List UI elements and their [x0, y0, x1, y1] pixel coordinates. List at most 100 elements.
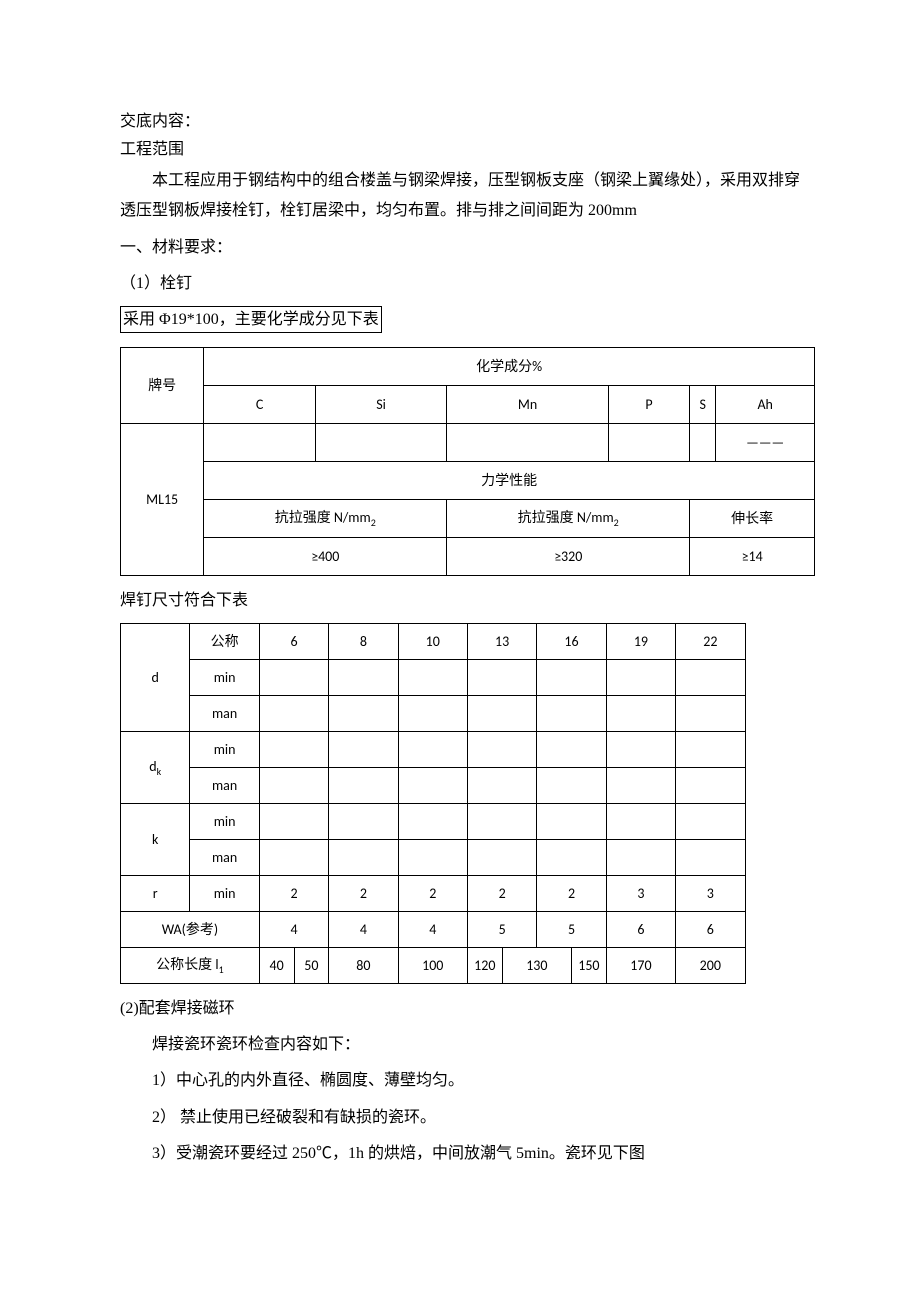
t1-chem-header: 化学成分% [204, 348, 815, 386]
t2-label-min: min [190, 803, 259, 839]
t2-label-min: min [190, 731, 259, 767]
t2-empty-cell [606, 695, 675, 731]
item-2-p3: 2） 禁止使用已经破裂和有缺损的瓷环。 [120, 1103, 815, 1133]
t2-len-val: 40 [259, 947, 294, 983]
t2-empty-cell [259, 731, 328, 767]
t1-mech-col-2: 抗拉强度 N/mm2 [447, 500, 690, 538]
t1-col-mn: Mn [447, 386, 609, 424]
t2-nominal-val: 8 [329, 623, 398, 659]
t2-wa-val: 4 [398, 911, 467, 947]
t2-row-length: 公称长度 l1 [121, 947, 260, 983]
t2-label-man: man [190, 839, 259, 875]
section-1-heading: 一、材料要求： [120, 233, 815, 263]
t2-nominal-val: 22 [676, 623, 745, 659]
t2-label-man: man [190, 695, 259, 731]
t2-empty-cell [467, 803, 536, 839]
t2-len-val: 200 [676, 947, 745, 983]
t2-empty-cell [467, 659, 536, 695]
item-2-p1: 焊接瓷环瓷环检查内容如下： [120, 1030, 815, 1060]
t2-len-val: 150 [572, 947, 607, 983]
t1-blank-cell [204, 424, 316, 462]
t2-empty-cell [398, 803, 467, 839]
t2-empty-cell [606, 839, 675, 875]
t2-row-dk: dk [121, 731, 190, 803]
item-2-p2: 1）中心孔的内外直径、椭圆度、薄壁均匀。 [120, 1066, 815, 1096]
t2-label-man: man [190, 767, 259, 803]
t2-empty-cell [676, 731, 745, 767]
t1-mech-col-3: 伸长率 [690, 500, 815, 538]
t2-r-val: 2 [398, 875, 467, 911]
t2-wa-val: 6 [606, 911, 675, 947]
t1-col-p: P [608, 386, 689, 424]
t2-empty-cell [259, 839, 328, 875]
t1-blank-cell [690, 424, 716, 462]
t1-mech-col-1: 抗拉强度 N/mm2 [204, 500, 447, 538]
table2-caption: 焊钉尺寸符合下表 [120, 586, 815, 616]
t2-empty-cell [398, 839, 467, 875]
t2-empty-cell [398, 731, 467, 767]
t2-empty-cell [606, 767, 675, 803]
t2-wa-val: 5 [537, 911, 606, 947]
t2-empty-cell [259, 767, 328, 803]
t1-grade: ML15 [121, 424, 204, 576]
t2-label-nominal: 公称 [190, 623, 259, 659]
t2-empty-cell [467, 731, 536, 767]
item-1-note-boxed: 采用 Φ19*100，主要化学成分见下表 [120, 306, 382, 334]
t2-empty-cell [329, 695, 398, 731]
t2-r-val: 2 [259, 875, 328, 911]
stud-dimensions-table: d 公称 6 8 10 13 16 19 22 min man dk min [120, 623, 815, 984]
t2-len-val: 80 [329, 947, 398, 983]
t2-empty-cell [676, 839, 745, 875]
item-2-p4: 3）受潮瓷环要经过 250℃，1h 的烘焙，中间放潮气 5min。瓷环见下图 [120, 1139, 815, 1169]
t2-nominal-val: 6 [259, 623, 328, 659]
t2-wa-val: 4 [329, 911, 398, 947]
t2-wa-val: 4 [259, 911, 328, 947]
t2-empty-cell [537, 803, 606, 839]
t1-blank-cell [447, 424, 609, 462]
t2-label-min: min [190, 875, 259, 911]
t2-r-val: 3 [676, 875, 745, 911]
t1-blank-cell [315, 424, 446, 462]
t2-wa-val: 5 [467, 911, 536, 947]
t1-col-c: C [204, 386, 316, 424]
t2-empty-cell [537, 695, 606, 731]
t1-mech-val-3: ≥14 [690, 538, 815, 576]
t2-len-val: 170 [606, 947, 675, 983]
t2-r-val: 3 [606, 875, 675, 911]
t2-empty-cell [606, 803, 675, 839]
t2-row-r: r [121, 875, 190, 911]
t2-len-val: 130 [502, 947, 571, 983]
t2-empty-cell [398, 767, 467, 803]
t2-row-wa: WA(参考) [121, 911, 260, 947]
t2-empty-cell [676, 767, 745, 803]
t1-col-ah: Ah [716, 386, 815, 424]
t2-label-min: min [190, 659, 259, 695]
t1-mech-val-1: ≥400 [204, 538, 447, 576]
t2-row-k: k [121, 803, 190, 875]
t2-len-val: 100 [398, 947, 467, 983]
t2-r-val: 2 [329, 875, 398, 911]
t2-empty-cell [398, 695, 467, 731]
t2-r-val: 2 [537, 875, 606, 911]
item-2-heading: (2)配套焊接磁环 [120, 994, 815, 1024]
t2-nominal-val: 16 [537, 623, 606, 659]
chemical-composition-table: 牌号 化学成分% C Si Mn P S Ah ML15 ——— 力学性能 抗拉… [120, 347, 815, 576]
t2-empty-cell [329, 731, 398, 767]
t2-empty-cell [537, 659, 606, 695]
t2-nominal-val: 10 [398, 623, 467, 659]
t2-empty-cell [676, 695, 745, 731]
t2-len-val: 50 [294, 947, 329, 983]
t2-r-val: 2 [467, 875, 536, 911]
t2-empty-cell [606, 731, 675, 767]
t2-empty-cell [467, 695, 536, 731]
t2-empty-cell [259, 803, 328, 839]
t2-empty-cell [329, 767, 398, 803]
t2-empty-cell [259, 695, 328, 731]
t2-empty-cell [467, 839, 536, 875]
t1-rowhead: 牌号 [121, 348, 204, 424]
header-line-1: 交底内容： [120, 110, 815, 134]
t2-empty-cell [676, 803, 745, 839]
t1-mech-header: 力学性能 [204, 462, 815, 500]
t2-nominal-val: 13 [467, 623, 536, 659]
t1-col-s: S [690, 386, 716, 424]
